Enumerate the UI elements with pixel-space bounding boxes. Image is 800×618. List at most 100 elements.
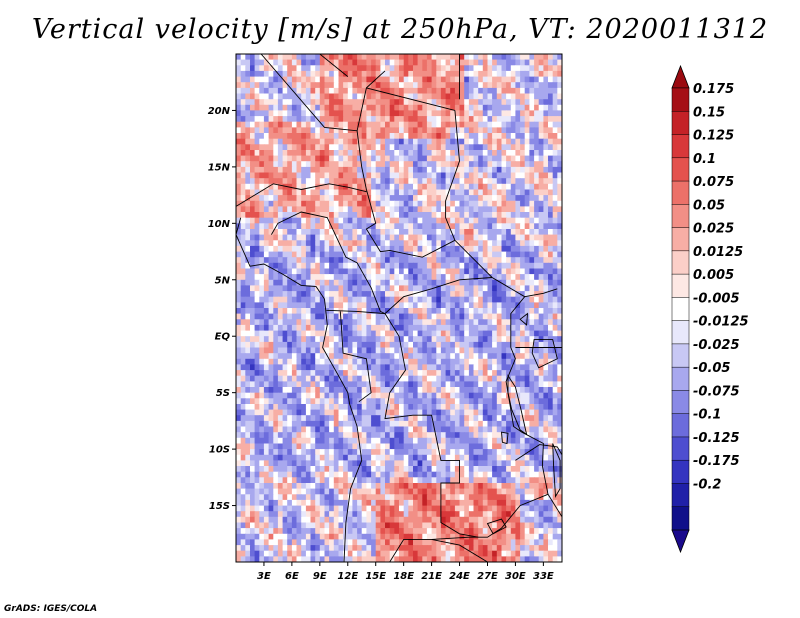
field-cell xyxy=(357,212,363,219)
field-cell xyxy=(315,166,321,174)
field-cell xyxy=(282,392,288,399)
field-cell xyxy=(403,144,409,151)
field-cell xyxy=(250,104,256,111)
field-cell xyxy=(548,341,554,349)
field-cell xyxy=(236,285,242,292)
field-cell xyxy=(347,59,354,66)
field-cell xyxy=(548,381,554,388)
field-cell xyxy=(408,381,414,388)
field-cell xyxy=(319,409,326,416)
field-cell xyxy=(417,116,423,123)
field-cell xyxy=(506,189,512,196)
field-cell xyxy=(310,257,316,264)
field-cell xyxy=(319,127,326,134)
field-cell xyxy=(482,415,489,422)
field-cell xyxy=(259,82,265,89)
field-cell xyxy=(399,195,405,202)
field-cell xyxy=(408,358,414,365)
field-cell xyxy=(496,93,503,100)
field-cell xyxy=(277,296,284,303)
field-cell xyxy=(436,437,442,444)
field-cell xyxy=(417,189,423,196)
field-cell xyxy=(273,262,279,269)
field-cell xyxy=(240,268,246,275)
field-cell xyxy=(557,420,562,428)
field-cell xyxy=(506,274,512,281)
field-cell xyxy=(557,409,562,416)
field-cell xyxy=(515,443,521,450)
field-cell xyxy=(282,229,288,236)
field-cell xyxy=(459,432,465,439)
field-cell xyxy=(534,110,540,117)
field-cell xyxy=(366,70,372,78)
field-cell xyxy=(552,313,558,320)
field-cell xyxy=(426,285,433,292)
field-cell xyxy=(329,229,335,236)
field-cell xyxy=(250,223,256,230)
field-cell xyxy=(464,172,470,179)
field-cell xyxy=(496,432,503,439)
field-cell xyxy=(361,330,367,337)
field-cell xyxy=(413,341,419,349)
field-cell xyxy=(352,70,358,78)
field-cell xyxy=(282,251,288,258)
field-cell xyxy=(236,392,242,399)
field-cell xyxy=(245,65,251,72)
field-cell xyxy=(277,76,284,83)
field-cell xyxy=(464,189,470,196)
field-cell xyxy=(324,437,330,444)
field-cell xyxy=(426,155,433,162)
field-cell xyxy=(375,93,381,100)
field-cell xyxy=(329,195,335,202)
field-cell xyxy=(408,155,414,162)
field-cell xyxy=(510,155,517,162)
field-cell xyxy=(510,229,517,236)
field-cell xyxy=(436,172,442,179)
field-cell xyxy=(343,87,349,95)
field-cell xyxy=(287,166,293,174)
field-cell xyxy=(543,257,549,264)
field-cell xyxy=(366,296,372,303)
field-cell xyxy=(245,262,251,269)
field-cell xyxy=(333,443,340,450)
field-cell xyxy=(440,206,447,213)
field-cell xyxy=(245,217,251,224)
field-cell xyxy=(394,319,400,326)
field-cell xyxy=(319,279,326,286)
field-cell xyxy=(413,245,419,253)
field-cell xyxy=(417,449,423,456)
field-cell xyxy=(478,353,484,360)
field-cell xyxy=(259,189,265,196)
field-cell xyxy=(529,138,535,145)
field-cell xyxy=(496,150,503,157)
field-cell xyxy=(538,409,544,416)
field-cell xyxy=(426,296,433,303)
field-cell xyxy=(557,54,562,61)
field-cell xyxy=(436,358,442,365)
field-cell xyxy=(464,364,470,371)
field-cell xyxy=(431,449,437,456)
field-cell xyxy=(538,212,544,219)
field-cell xyxy=(240,133,246,140)
field-cell xyxy=(357,223,363,230)
field-cell xyxy=(250,336,256,343)
field-cell xyxy=(510,313,517,320)
field-cell xyxy=(254,99,260,106)
field-cell xyxy=(408,336,414,343)
field-cell xyxy=(459,330,465,337)
field-cell xyxy=(268,274,274,281)
field-cell xyxy=(263,347,270,354)
field-cell xyxy=(413,409,419,416)
field-cell xyxy=(445,268,451,275)
field-cell xyxy=(333,121,340,128)
field-cell xyxy=(408,82,414,89)
field-cell xyxy=(468,65,475,72)
field-cell xyxy=(413,319,419,326)
field-cell xyxy=(543,189,549,196)
field-cell xyxy=(259,454,265,461)
field-cell xyxy=(389,251,395,258)
field-cell xyxy=(454,229,461,236)
field-cell xyxy=(482,59,489,66)
field-cell xyxy=(394,144,400,151)
field-cell xyxy=(548,70,554,78)
